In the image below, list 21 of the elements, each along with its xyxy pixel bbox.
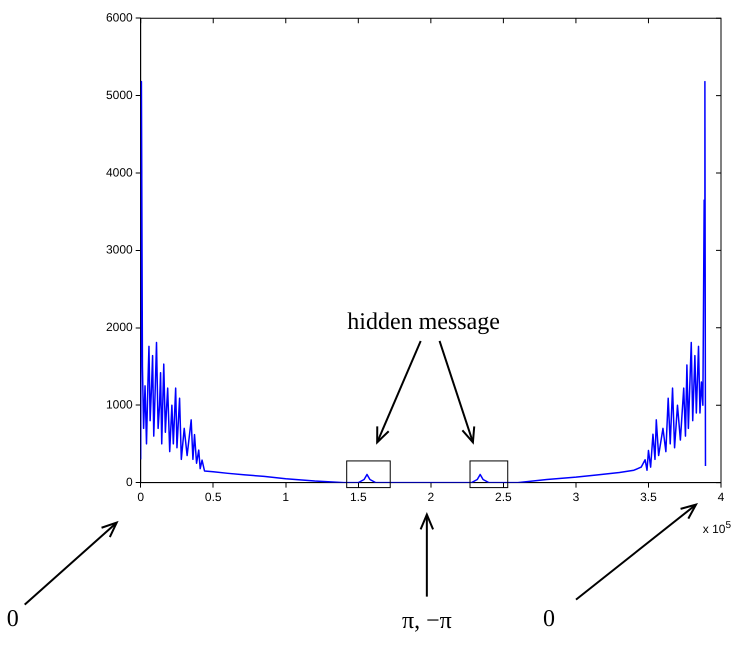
x-tick-label: 4 (718, 490, 725, 504)
y-tick-label: 5000 (106, 88, 134, 102)
y-tick-label: 3000 (106, 242, 134, 257)
x-tick-label: 0.5 (204, 490, 222, 504)
text: x 10$^{5}$ (702, 520, 731, 536)
x-tick-label: 3.5 (640, 490, 658, 504)
text: π, −π (402, 608, 452, 634)
x-tick-label: 1 (282, 490, 290, 504)
x-tick-label: 0 (137, 490, 144, 504)
y-tick-label: 0 (126, 474, 134, 489)
y-tick-label: 1000 (106, 398, 134, 412)
x-tick-label: 3 (572, 490, 580, 504)
text: 0 (543, 606, 555, 632)
annotation: hidden message (347, 308, 500, 335)
x-tick-label: 2 (428, 490, 435, 504)
text: 0 (6, 606, 19, 632)
y-tick-label: 4000 (106, 165, 134, 180)
x-tick-label: 1.5 (350, 490, 367, 504)
x-tick-label: 2.5 (495, 490, 512, 504)
y-tick-label: 6000 (106, 10, 134, 25)
y-tick-label: 2000 (106, 320, 134, 334)
